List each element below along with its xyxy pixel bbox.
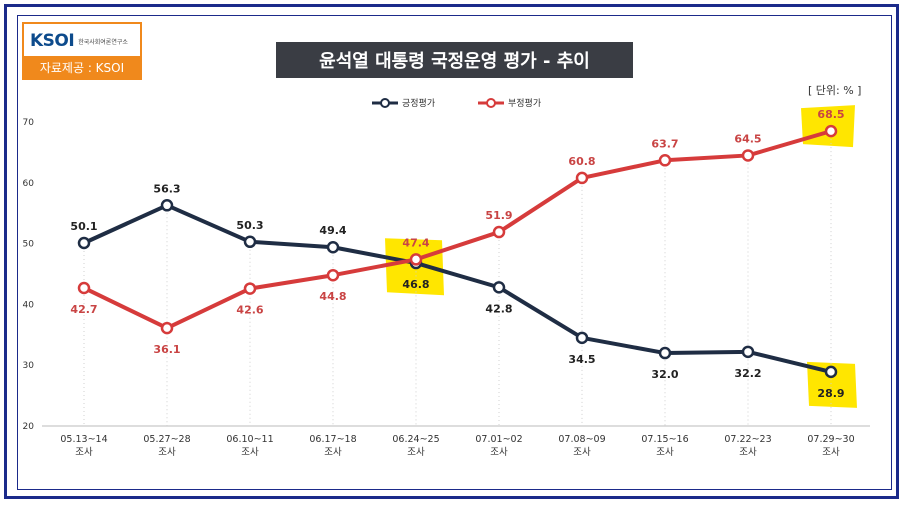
- y-tick-label: 40: [23, 300, 35, 310]
- x-tick-label-1: 05.27~28 조사: [143, 434, 190, 458]
- point-negative-2: [243, 282, 257, 295]
- logo-subtitle: 한국사회여론연구소: [78, 38, 128, 46]
- legend: 긍정평가 부정평가: [372, 98, 541, 109]
- x-tick-line: 07.29~30: [807, 434, 854, 445]
- source-label: 자료제공 : KSOI: [24, 56, 140, 78]
- data-label-positive-9: 28.9: [817, 387, 844, 400]
- point-positive-9: [824, 365, 838, 379]
- point-negative-7: [658, 154, 672, 167]
- data-label-positive-7: 32.0: [651, 368, 678, 381]
- point-positive-1: [160, 199, 174, 212]
- legend-label-positive: 긍정평가: [402, 98, 435, 109]
- x-tick-label-8: 07.22~23 조사: [724, 434, 771, 458]
- point-negative-9: [824, 124, 838, 138]
- y-tick-label: 20: [23, 422, 35, 432]
- data-label-positive-2: 50.3: [236, 219, 263, 232]
- point-positive-8: [741, 345, 755, 359]
- x-tick-label-6: 07.08~09 조사: [558, 434, 605, 458]
- series-line-negative: [83, 129, 832, 331]
- x-tick-line: 조사: [158, 447, 176, 458]
- data-label-negative-4: 47.4: [402, 236, 429, 249]
- data-label-negative-7: 63.7: [651, 137, 678, 150]
- point-negative-8: [741, 149, 755, 162]
- point-positive-7: [658, 346, 672, 360]
- y-tick-label: 30: [23, 361, 35, 371]
- data-label-negative-3: 44.8: [319, 290, 346, 303]
- x-tick-line: 조사: [822, 447, 840, 458]
- point-negative-0: [77, 281, 91, 295]
- data-label-positive-6: 34.5: [568, 353, 595, 366]
- data-label-positive-3: 49.4: [319, 224, 346, 237]
- point-negative-6: [575, 171, 589, 185]
- point-positive-5: [492, 281, 506, 294]
- point-positive-0: [77, 236, 91, 250]
- x-tick-label-9: 07.29~30 조사: [807, 434, 854, 458]
- series-lines: [83, 129, 832, 374]
- data-label-positive-4: 46.8: [402, 278, 429, 291]
- x-tick-line: 조사: [407, 447, 425, 458]
- data-label-positive-1: 56.3: [153, 182, 180, 195]
- x-tick-line: 조사: [241, 447, 259, 458]
- point-negative-5: [492, 225, 506, 239]
- y-tick-label: 60: [23, 179, 35, 189]
- data-label-negative-9: 68.5: [817, 108, 844, 121]
- legend-label-negative: 부정평가: [508, 98, 541, 109]
- x-tick-line: 05.13~14: [60, 434, 107, 445]
- point-positive-2: [243, 235, 257, 249]
- point-positive-6: [575, 331, 589, 345]
- x-tick-line: 07.15~16: [641, 434, 688, 445]
- data-label-negative-2: 42.6: [236, 304, 263, 317]
- x-tick-label-7: 07.15~16 조사: [641, 434, 688, 458]
- y-tick-label: 70: [23, 118, 35, 128]
- x-tick-line: 07.08~09: [558, 434, 605, 445]
- x-tick-line: 07.01~02: [475, 434, 522, 445]
- x-tick-label-4: 06.24~25 조사: [392, 434, 439, 458]
- x-tick-line: 조사: [739, 447, 757, 458]
- x-tick-line: 조사: [490, 447, 508, 458]
- x-tick-line: 05.27~28: [143, 434, 190, 445]
- x-tick-line: 07.22~23: [724, 434, 771, 445]
- point-negative-3: [326, 268, 340, 282]
- series-line-positive: [83, 203, 832, 374]
- point-negative-4: [409, 253, 423, 266]
- data-label-negative-6: 60.8: [568, 155, 595, 168]
- chart-title: 윤석열 대통령 국정운영 평가 - 추이: [276, 42, 633, 78]
- data-labels: 50.1 56.3 50.3 49.4 46.8 42.8 34.5 32.0 32.2 28.9…: [70, 108, 844, 400]
- x-tick-line: 조사: [656, 447, 674, 458]
- highlight-positive-9: [807, 361, 857, 408]
- data-label-negative-5: 51.9: [485, 209, 512, 222]
- data-label-negative-0: 42.7: [70, 303, 97, 316]
- x-tick-line: 06.10~11: [226, 434, 273, 445]
- x-tick-label-2: 06.10~11 조사: [226, 434, 273, 458]
- y-tick-label: 50: [23, 240, 35, 250]
- legend-marker-negative: [486, 98, 496, 108]
- outer-frame: [4, 4, 899, 499]
- logo-mark: KSOI: [30, 31, 75, 51]
- logo-top: KSOI 한국사회여론연구소: [24, 24, 140, 58]
- gridline-layer: [83, 131, 832, 426]
- inner-frame: [17, 15, 892, 490]
- data-label-negative-8: 64.5: [734, 132, 761, 145]
- legend-marker-positive: [380, 98, 390, 108]
- x-tick-label-5: 07.01~02 조사: [475, 434, 522, 458]
- series-points: [77, 124, 838, 379]
- x-tick-line: 06.17~18: [309, 434, 356, 445]
- data-label-positive-8: 32.2: [734, 367, 761, 380]
- data-label-positive-5: 42.8: [485, 302, 512, 315]
- x-tick-line: 조사: [75, 447, 93, 458]
- unit-label: [ 단위: % ]: [808, 84, 862, 97]
- x-tick-label-0: 05.13~14 조사: [60, 434, 107, 458]
- point-negative-1: [160, 321, 174, 335]
- data-label-negative-1: 36.1: [153, 343, 180, 356]
- ksoi-logo: KSOI 한국사회여론연구소 자료제공 : KSOI: [22, 22, 142, 80]
- point-positive-3: [326, 240, 340, 254]
- x-tick-line: 조사: [573, 447, 591, 458]
- data-label-positive-0: 50.1: [70, 220, 97, 233]
- x-tick-label-3: 06.17~18 조사: [309, 434, 356, 458]
- x-tick-line: 06.24~25: [392, 434, 439, 445]
- x-tick-line: 조사: [324, 447, 342, 458]
